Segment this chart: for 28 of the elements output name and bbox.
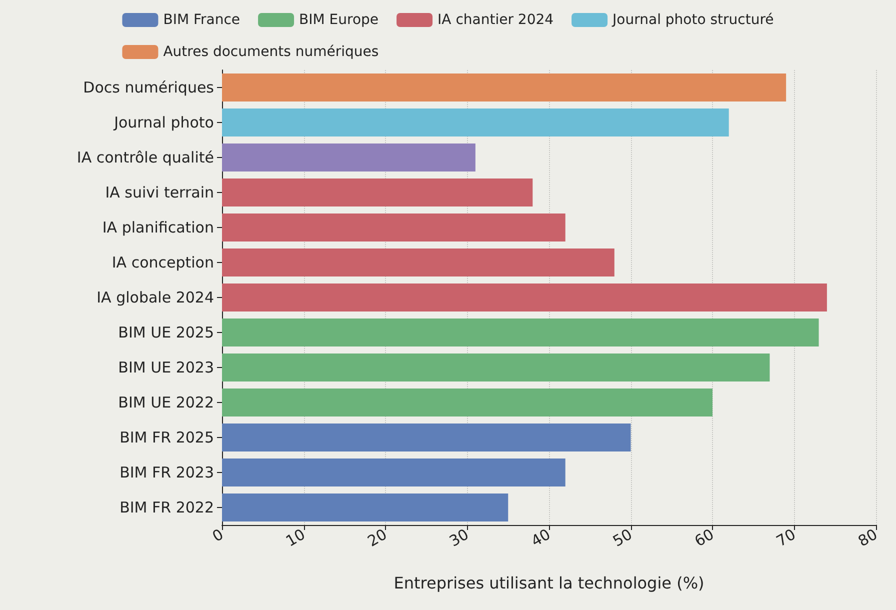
legend-label: IA chantier 2024 [438,12,554,28]
x-tick-label: 40 [528,525,554,550]
y-tick-label: BIM UE 2023 [118,358,214,376]
x-tick-label: 20 [364,525,390,550]
y-tick-label: IA contrôle qualité [76,148,214,166]
x-tick-label: 60 [691,525,717,550]
y-tick-label: BIM UE 2022 [118,394,214,412]
legend-label: Journal photo structuré [612,12,774,28]
y-tick-label: IA conception [112,254,214,272]
x-tick-label: 30 [446,525,472,550]
x-tick-label: 80 [854,525,880,550]
x-tick-label: 50 [610,525,636,550]
x-tick-label: 0 [209,525,226,546]
y-tick-label: IA planification [102,218,214,236]
y-tick-label: BIM FR 2025 [120,428,214,446]
y-tick-label: BIM FR 2022 [120,498,214,516]
y-tick-label: Journal photo [113,114,214,132]
y-tick-label: BIM UE 2025 [118,324,214,342]
y-tick-label: BIM FR 2023 [120,464,214,482]
legend-label: Autres documents numériques [163,44,379,60]
legend-label: BIM France [163,12,240,28]
legend-label: BIM Europe [299,12,379,28]
x-axis-title: Entreprises utilisant la technologie (%) [394,574,704,592]
x-tick-label: 70 [773,525,799,550]
y-tick-label: IA globale 2024 [96,288,214,306]
x-tick-label: 10 [282,525,308,550]
y-tick-label: IA suivi terrain [105,184,214,202]
y-tick-label: Docs numériques [83,78,214,96]
